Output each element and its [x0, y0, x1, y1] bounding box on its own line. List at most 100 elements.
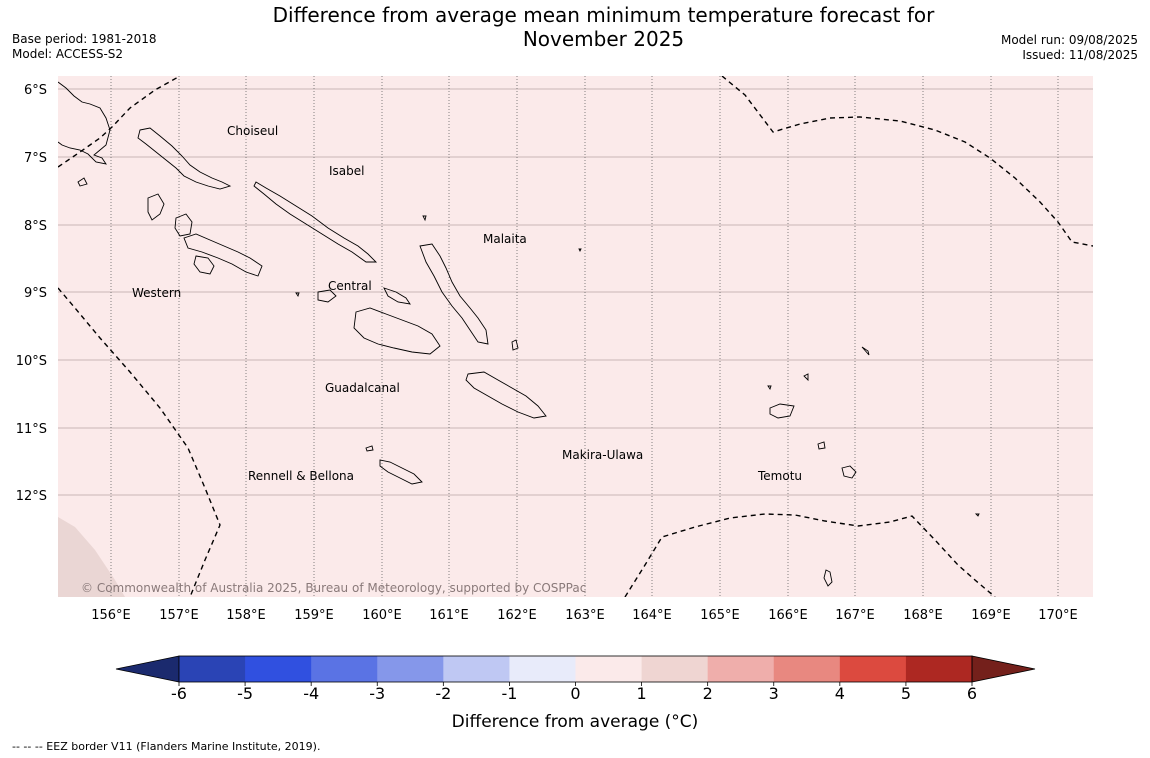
eez-footnote: -- -- -- EEZ border V11 (Flanders Marine…	[12, 740, 321, 753]
colorbar-segment	[773, 656, 841, 682]
lon-label: 156°E	[91, 608, 131, 623]
island-tikopia	[841, 465, 857, 479]
region-label-guadalcanal: Guadalcanal	[325, 381, 400, 395]
colorbar-tick-label: 4	[835, 684, 845, 703]
colorbar-tick-label: 0	[570, 684, 580, 703]
region-label-isabel: Isabel	[329, 164, 364, 178]
island-russell	[295, 292, 300, 298]
island-choiseul	[137, 127, 232, 190]
eez-borders	[58, 76, 1093, 597]
island-nendo	[769, 403, 795, 419]
colorbar-segment	[179, 656, 246, 682]
colorbar-label: Difference from average (°C)	[452, 712, 699, 732]
colorbar-segment	[443, 656, 510, 682]
colorbar-extend-high	[971, 655, 1036, 683]
lon-label: 163°E	[565, 608, 605, 623]
longitude-axis-labels: 156°E 157°E 158°E 159°E 160°E 161°E 162°…	[91, 608, 1078, 623]
colorbar-tick-label: -3	[369, 684, 385, 703]
island-fataka	[823, 569, 833, 587]
island-isabel	[253, 181, 378, 263]
lat-label: 11°S	[16, 422, 47, 437]
island-makira	[465, 371, 547, 419]
island-rennell	[379, 459, 423, 485]
region-label-makira-ulawa: Makira-Ulawa	[562, 448, 643, 462]
colorbar-segment	[245, 656, 312, 682]
colorbar-tick-label: -6	[171, 684, 187, 703]
lat-label: 12°S	[16, 489, 47, 504]
latitude-axis-labels: 6°S 7°S 8°S 9°S 10°S 11°S 12°S	[16, 83, 47, 504]
colorbar-segment	[377, 656, 444, 682]
region-label-malaita: Malaita	[483, 232, 527, 246]
island-malaita	[419, 243, 489, 345]
lat-label: 10°S	[16, 354, 47, 369]
colorbar-tick-label: -5	[237, 684, 253, 703]
island-anuta	[974, 513, 980, 517]
model-run: Model run: 09/08/2025	[1000, 33, 1138, 47]
island-ulawa	[511, 339, 519, 351]
lon-label: 166°E	[768, 608, 808, 623]
eez-border-nw	[58, 76, 181, 168]
map-title: Difference from average mean minimum tem…	[0, 3, 1150, 51]
island-reef	[767, 385, 772, 391]
lon-label: 169°E	[971, 608, 1011, 623]
lat-label: 9°S	[24, 286, 47, 301]
region-label-western: Western	[132, 286, 181, 300]
colorbar-tick-label: -4	[303, 684, 319, 703]
island-florida	[383, 287, 411, 305]
eez-border-ne	[721, 76, 1093, 247]
lon-label: 167°E	[835, 608, 875, 623]
island-rendova	[193, 255, 215, 275]
region-label-central: Central	[328, 279, 372, 293]
region-label-temotu: Temotu	[757, 469, 802, 483]
lon-label: 159°E	[294, 608, 334, 623]
shaded-patch	[58, 517, 125, 597]
island-coastlines	[58, 81, 980, 587]
eez-border-sw	[58, 287, 221, 597]
issued-date: Issued: 11/08/2025	[1022, 48, 1138, 62]
map-area	[58, 76, 1093, 597]
island-kolombangara	[174, 213, 193, 237]
island-savo	[317, 289, 337, 303]
lon-label: 160°E	[362, 608, 402, 623]
colorbar-tick-label: 6	[967, 684, 977, 703]
colorbar-segment	[641, 656, 709, 682]
colorbar-tick-label: 5	[901, 684, 911, 703]
colorbar-extend-low	[115, 655, 180, 683]
region-label-choiseul: Choiseul	[227, 124, 278, 138]
colorbar-tick-label: -2	[435, 684, 451, 703]
lon-label: 157°E	[159, 608, 199, 623]
island-bellona	[365, 445, 374, 452]
island-guadalcanal	[353, 307, 441, 355]
island-duff	[861, 346, 870, 356]
colorbar: -6 -5 -4 -3 -2 -1 0 1 2 3 4 5 6 Difference from aver…	[115, 655, 1036, 732]
island-vanikoro	[817, 441, 826, 450]
island-new-georgia	[183, 233, 263, 277]
meta-right: Model run: 09/08/2025 Issued: 11/08/2025	[1001, 33, 1138, 63]
colorbar-segment	[839, 656, 907, 682]
colorbar-tick-label: 2	[703, 684, 713, 703]
eez-border-se	[624, 513, 996, 597]
island-ontong	[422, 215, 427, 222]
title-line-2: November 2025	[522, 27, 685, 51]
latitude-gridlines	[58, 88, 1093, 496]
lon-label: 161°E	[429, 608, 469, 623]
lat-label: 7°S	[24, 151, 47, 166]
colorbar-segment	[311, 656, 378, 682]
island-utupua	[803, 373, 809, 382]
model-name: Model: ACCESS-S2	[12, 47, 124, 61]
lat-label: 8°S	[24, 219, 47, 234]
island-bougainville	[58, 81, 111, 165]
island-sikaiana	[578, 248, 582, 253]
island-vella-lavella	[147, 193, 165, 221]
region-labels: Choiseul Isabel Malaita Western Central …	[132, 124, 802, 483]
copyright-notice: © Commonwealth of Australia 2025, Bureau…	[81, 581, 586, 595]
base-period: Base period: 1981-2018	[12, 32, 157, 46]
title-line-1: Difference from average mean minimum tem…	[272, 3, 935, 27]
island-shortland	[77, 177, 88, 187]
region-label-rennell-bellona: Rennell & Bellona	[248, 469, 354, 483]
colorbar-tick-label: -1	[501, 684, 517, 703]
colorbar-tick-label: 3	[769, 684, 779, 703]
meta-left: Base period: 1981-2018 Model: ACCESS-S2	[12, 32, 157, 62]
lon-label: 168°E	[903, 608, 943, 623]
